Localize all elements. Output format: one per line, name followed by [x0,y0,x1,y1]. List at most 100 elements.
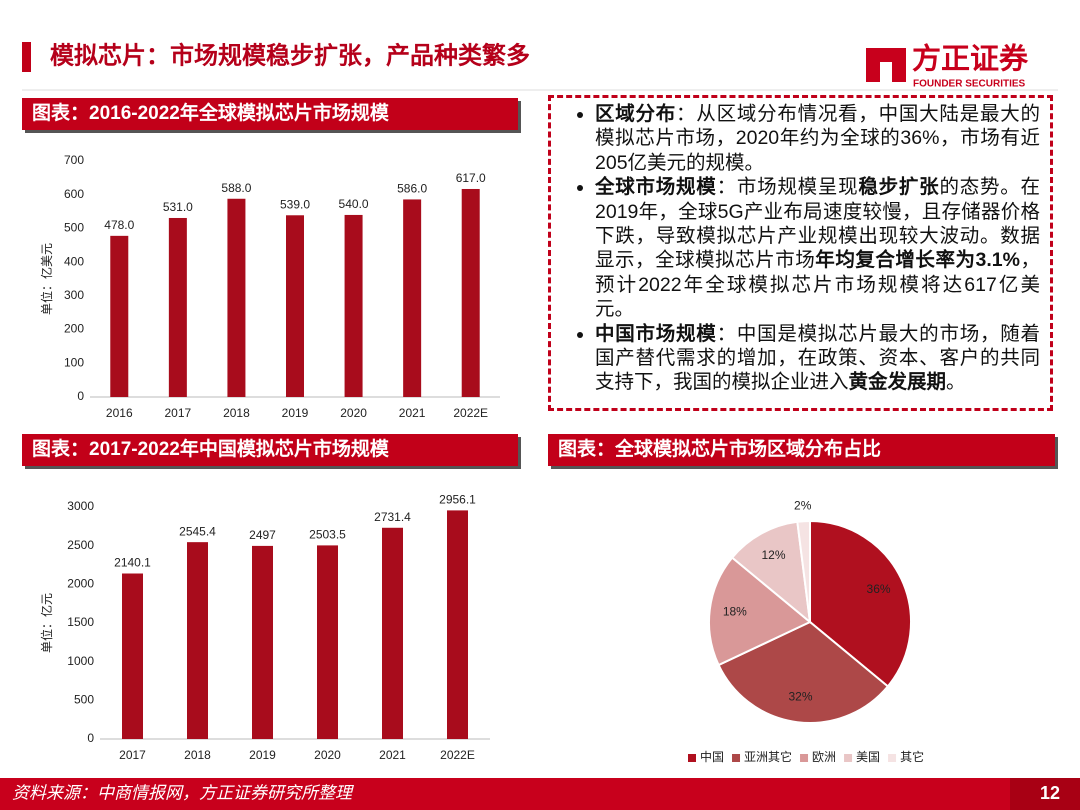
text: 。 [946,371,966,394]
bar [187,542,208,739]
y-tick-label: 0 [87,731,94,745]
pie-slice [796,519,811,623]
chart-title: 图表：2016-2022年全球模拟芯片市场规模 [32,101,390,124]
value-label: 540.0 [339,197,369,211]
y-tick-label: 500 [74,693,94,707]
bar [227,198,246,397]
bullet: 全球市场规模：市场规模呈现稳步扩张的态势。在2019年，全球5G产业布局速度较慢… [595,175,1040,321]
title-marker [22,42,31,72]
y-tick-label: 600 [64,187,84,201]
bullet: 区域分布：从区域分布情况看，中国大陆是最大的模拟芯片市场，2020年约为全球的3… [595,102,1040,175]
x-tick-label: 2017 [165,406,192,420]
bold-text: 全球市场规模 [595,176,717,199]
y-tick-label: 400 [64,254,84,268]
bullet: 中国市场规模：中国是模拟芯片最大的市场，随着国产替代需求的增加，在政策、资本、客… [595,322,1040,395]
text: ：市场规模呈现 [716,176,859,199]
bold-text: 稳步扩张 [858,176,940,199]
value-label: 2503.5 [309,528,346,542]
value-label: 36% [867,582,891,596]
x-tick-label: 2022E [440,748,475,762]
pie-slice [717,620,890,724]
bullet-list: 区域分布：从区域分布情况看，中国大陆是最大的模拟芯片市场，2020年约为全球的3… [561,102,1040,395]
bar [252,545,273,739]
legend-swatch [800,754,809,762]
y-tick-label: 2000 [67,577,94,591]
legend-swatch [888,754,897,762]
y-tick-label: 200 [64,322,84,336]
y-axis-label: 单位：亿美元 [39,243,54,315]
y-tick-label: 2500 [67,538,94,552]
bar [447,510,468,739]
text: ：从区域分布情况看，中国大陆是最大的模拟芯片市场，2020年约为全球的36%，市… [595,103,1040,174]
value-label: 478.0 [104,218,134,232]
logo-name: 方正证券 [912,42,1029,76]
bar [317,545,338,739]
value-label: 2140.1 [114,556,151,570]
y-tick-label: 700 [64,153,84,167]
bold-text: 年均复合增长率为3.1% [815,249,1020,272]
value-label: 2956.1 [439,493,476,507]
pie-slice [730,520,812,625]
y-tick-label: 1500 [67,615,94,629]
x-tick-label: 2019 [282,406,309,420]
value-label: 586.0 [397,182,427,196]
bold-text: 区域分布 [595,103,677,125]
y-axis-label: 单位：亿元 [39,593,54,653]
x-tick-label: 2021 [399,406,426,420]
x-tick-label: 2021 [379,748,406,762]
logo-icon [866,48,906,82]
value-label: 2545.4 [179,524,216,538]
x-tick-label: 2022E [453,406,488,420]
bold-text: 黄金发展期 [848,371,947,394]
value-label: 617.0 [456,171,486,185]
source-note: 资料来源：中商情报网，方正证券研究所整理 [12,783,354,802]
text: ，预计2022年全球模拟芯片市场规模将达617亿美元。 [595,249,1040,321]
legend-swatch [732,754,741,762]
value-label: 12% [761,548,785,562]
value-label: 18% [723,605,747,619]
legend-label: 中国 [700,749,724,764]
x-tick-label: 2016 [106,406,133,420]
legend-swatch [844,754,853,762]
text: ：中国是模拟芯片最大的市场，随着国产替代需求的增加，在政策、资本、客户的共同支持… [595,322,1040,394]
y-tick-label: 1000 [67,654,94,668]
banner [22,98,518,130]
y-tick-label: 100 [64,355,84,369]
x-tick-label: 2018 [184,748,211,762]
bar [168,217,187,397]
page-number: 12 [1040,783,1060,803]
y-tick-label: 500 [64,221,84,235]
value-label: 2% [794,498,812,512]
chart-title: 图表：全球模拟芯片市场区域分布占比 [558,437,881,460]
bold-text: 中国市场规模 [595,322,717,345]
value-label: 2731.4 [374,510,411,524]
pie-slice [809,519,912,688]
value-label: 32% [788,689,812,703]
legend-label: 其它 [900,749,924,764]
bar [286,215,304,397]
banner [22,434,518,466]
x-tick-label: 2019 [249,748,276,762]
bar [382,527,403,739]
pie-slice [708,556,812,667]
chart-title: 图表：2017-2022年中国模拟芯片市场规模 [32,437,390,460]
value-label: 588.0 [221,181,251,195]
value-label: 531.0 [163,200,193,214]
x-tick-label: 2020 [340,406,367,420]
value-label: 539.0 [280,197,310,211]
bar [122,573,143,739]
bar [461,188,480,397]
x-tick-label: 2018 [223,406,250,420]
logo-sub: FOUNDER SECURITIES [913,79,1026,90]
page-box [1010,778,1080,810]
value-label: 2497 [249,528,276,542]
y-tick-label: 300 [64,288,84,302]
legend-label: 欧洲 [812,750,836,764]
x-tick-label: 2017 [119,748,146,762]
x-tick-label: 2020 [314,748,341,762]
bar [403,199,422,397]
text: 的态势。在2019年，全球5G产业布局速度较慢，且存储器价格下跌，导致模拟芯片产… [595,176,1040,272]
bar [344,214,363,397]
